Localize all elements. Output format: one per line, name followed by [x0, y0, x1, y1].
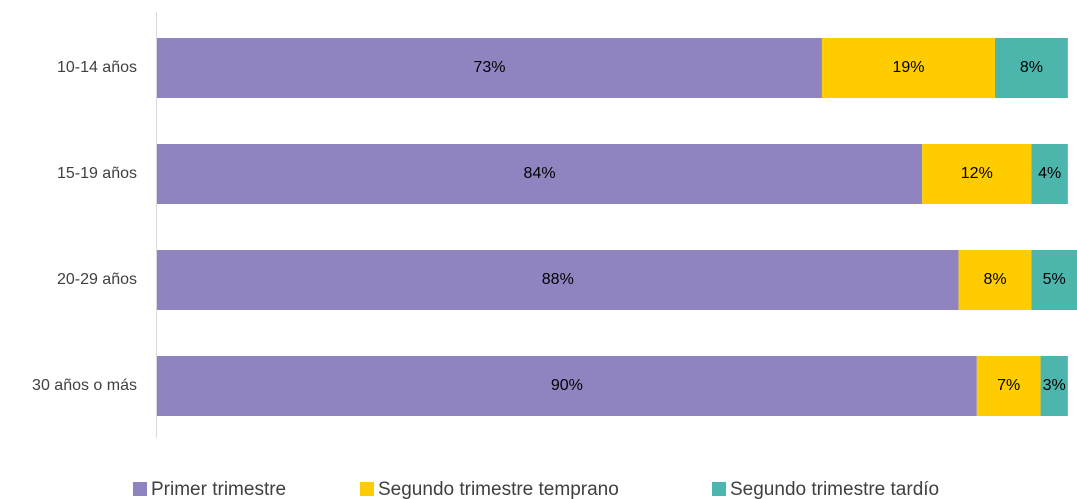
data-label: 84%	[524, 165, 556, 182]
bar-segment	[976, 356, 1041, 416]
bar-segment	[157, 144, 923, 204]
data-label: 12%	[961, 165, 993, 182]
bar-segment	[157, 38, 822, 98]
bar-segment	[958, 250, 1032, 310]
bar-segment	[1031, 144, 1068, 204]
data-label: 5%	[1043, 271, 1066, 288]
data-label: 19%	[892, 59, 924, 76]
bar-segment	[157, 356, 977, 416]
legend-label: Primer trimestre	[151, 479, 286, 499]
bar-segment	[157, 250, 959, 310]
legend-label: Segundo trimestre temprano	[378, 479, 619, 499]
bar-segment	[821, 38, 996, 98]
data-label: 7%	[997, 377, 1020, 394]
data-label: 3%	[1043, 377, 1066, 394]
category-label: 30 años o más	[32, 377, 137, 394]
data-label: 8%	[1020, 59, 1043, 76]
data-label: 90%	[551, 377, 583, 394]
category-label: 20-29 años	[57, 271, 137, 288]
legend-swatch	[360, 482, 374, 496]
data-label: 8%	[983, 271, 1006, 288]
bar-segment	[1040, 356, 1068, 416]
category-label: 15-19 años	[57, 165, 137, 182]
data-label: 88%	[542, 271, 574, 288]
legend-label: Segundo trimestre tardío	[730, 479, 939, 499]
category-label: 10-14 años	[57, 59, 137, 76]
bar-segment	[922, 144, 1032, 204]
legend-swatch	[133, 482, 147, 496]
legend-swatch	[712, 482, 726, 496]
bar-segment	[995, 38, 1068, 98]
data-label: 4%	[1038, 165, 1061, 182]
data-label: 73%	[473, 59, 505, 76]
bar-segment	[1031, 250, 1077, 310]
